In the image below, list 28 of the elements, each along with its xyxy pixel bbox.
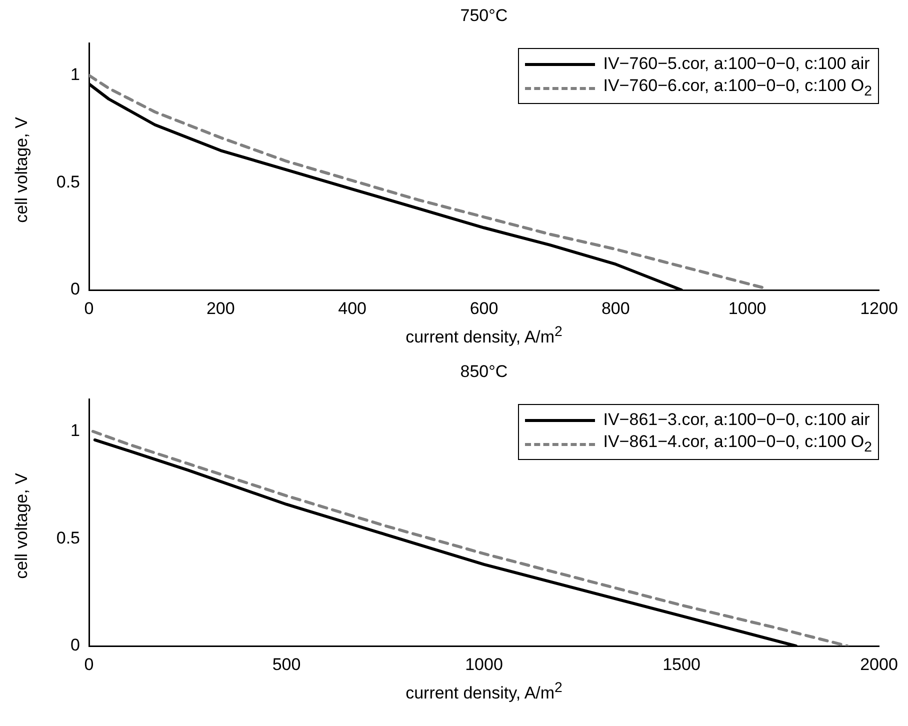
chart-title: 750°C [459, 6, 509, 26]
x-axis-title: current density, A/m$^{2}$ [404, 680, 564, 704]
x-tick-label: 1000 [465, 654, 503, 674]
x-tick-label: 800 [601, 298, 630, 318]
x-tick-label: 0 [84, 298, 94, 318]
x-axis-title: current density, A/m$^{2}$ [404, 324, 564, 348]
y-axis-title: cell voltage, V [12, 117, 32, 223]
x-tick-label: 500 [272, 654, 301, 674]
legend-label: IV−760−5.cor, a:100−0−0, c:100 air [603, 54, 870, 74]
x-tick-label: 400 [338, 298, 367, 318]
x-tick-label: 200 [206, 298, 235, 318]
chart-title: 850°C [459, 362, 509, 382]
y-tick-label: 0.5 [56, 528, 80, 548]
y-tick-label: 1 [70, 421, 80, 440]
y-tick-label: 0 [70, 280, 80, 299]
x-tick-label: 2000 [860, 654, 898, 674]
legend-label: IV−760−6.cor, a:100−0−0, c:100 O$_{2}$ [603, 76, 872, 100]
x-tick-label: 1500 [662, 654, 700, 674]
y-tick-label: 0.5 [56, 172, 80, 192]
x-tick-label: 600 [470, 298, 498, 318]
x-tick-label: 1000 [728, 298, 766, 318]
y-tick-label: 0 [70, 636, 80, 655]
x-tick-label: 0 [84, 654, 94, 674]
y-tick-label: 1 [70, 65, 80, 84]
x-tick-label: 1200 [860, 298, 898, 318]
y-axis-title: cell voltage, V [12, 473, 32, 579]
legend-label: IV−861−3.cor, a:100−0−0, c:100 air [603, 410, 870, 430]
legend-label: IV−861−4.cor, a:100−0−0, c:100 O$_{2}$ [603, 432, 872, 456]
